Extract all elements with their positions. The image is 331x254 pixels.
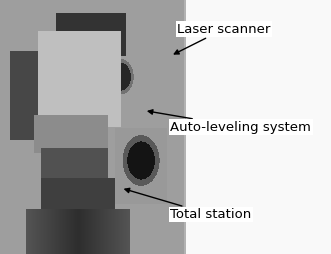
Text: Total station: Total station — [125, 188, 252, 221]
Text: Auto-leveling system: Auto-leveling system — [148, 110, 311, 134]
Text: Laser scanner: Laser scanner — [174, 23, 270, 54]
